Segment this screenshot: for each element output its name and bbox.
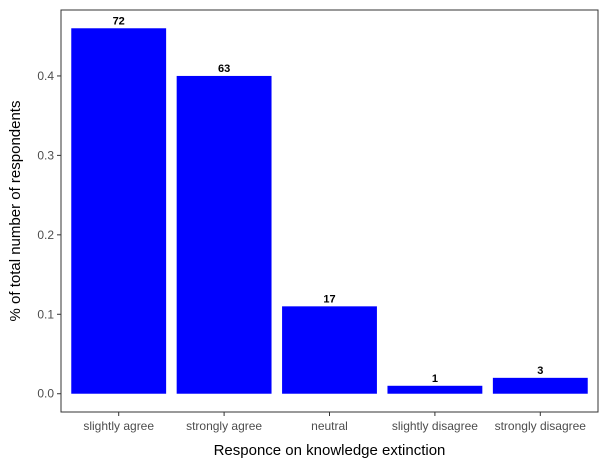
- bar: [387, 385, 483, 394]
- x-tick-label: neutral: [311, 419, 348, 433]
- y-tick-label: 0.3: [37, 148, 54, 162]
- data-labels: 72 63 17 1 3: [113, 15, 544, 385]
- data-label: 63: [218, 63, 230, 75]
- data-label: 17: [323, 293, 335, 305]
- y-tick-label: 0.4: [37, 69, 54, 83]
- x-tick-label: strongly agree: [186, 419, 262, 433]
- bar: [282, 306, 377, 394]
- x-axis-ticks: slightly agree strongly agree neutral sligh…: [83, 412, 586, 433]
- bar: [492, 377, 588, 394]
- bar: [176, 75, 272, 394]
- y-tick-label: 0.0: [37, 387, 54, 401]
- y-axis-ticks: 0.0 0.1 0.2 0.3 0.4: [37, 69, 61, 401]
- x-tick-label: slightly disagree: [392, 419, 478, 433]
- bar: [71, 28, 167, 394]
- bars: [71, 28, 588, 394]
- y-tick-label: 0.2: [37, 228, 54, 242]
- data-label: 1: [432, 373, 438, 385]
- y-axis-title: % of total number of respondents: [7, 101, 24, 322]
- x-axis-title: Responce on knowledge extinction: [214, 442, 446, 459]
- data-label: 72: [113, 15, 125, 27]
- plot-panel-border: [60, 9, 599, 413]
- x-tick-label: strongly disagree: [495, 419, 587, 433]
- x-tick-label: slightly agree: [83, 419, 154, 433]
- data-label: 3: [537, 365, 543, 377]
- y-tick-label: 0.1: [37, 307, 54, 321]
